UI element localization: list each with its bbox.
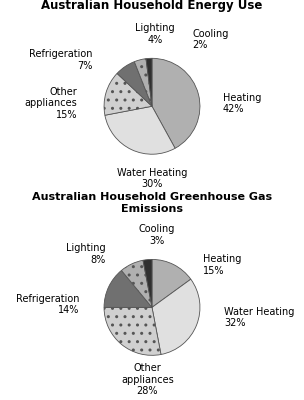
Wedge shape (104, 270, 152, 307)
Title: Australian Household Greenhouse Gas Emissions: Australian Household Greenhouse Gas Emis… (32, 192, 272, 214)
Wedge shape (117, 62, 152, 106)
Wedge shape (152, 260, 191, 307)
Text: Water Heating
32%: Water Heating 32% (224, 307, 295, 328)
Wedge shape (143, 260, 152, 307)
Wedge shape (146, 58, 152, 106)
Wedge shape (104, 307, 161, 355)
Wedge shape (152, 279, 200, 354)
Text: Heating
15%: Heating 15% (203, 254, 241, 276)
Text: Water Heating
30%: Water Heating 30% (117, 168, 187, 189)
Text: Cooling
2%: Cooling 2% (193, 29, 229, 50)
Text: Other
appliances
28%: Other appliances 28% (121, 363, 174, 396)
Wedge shape (121, 260, 152, 307)
Wedge shape (152, 58, 200, 148)
Wedge shape (105, 106, 175, 154)
Wedge shape (104, 74, 152, 115)
Text: Other
appliances
15%: Other appliances 15% (25, 87, 78, 120)
Wedge shape (134, 59, 152, 106)
Title: Australian Household Energy Use: Australian Household Energy Use (41, 0, 263, 12)
Text: Lighting
8%: Lighting 8% (66, 243, 106, 264)
Text: Refrigeration
7%: Refrigeration 7% (29, 49, 93, 71)
Text: Refrigeration
14%: Refrigeration 14% (16, 294, 80, 315)
Text: Lighting
4%: Lighting 4% (135, 23, 174, 45)
Text: Cooling
3%: Cooling 3% (138, 224, 175, 246)
Text: Heating
42%: Heating 42% (223, 93, 261, 114)
